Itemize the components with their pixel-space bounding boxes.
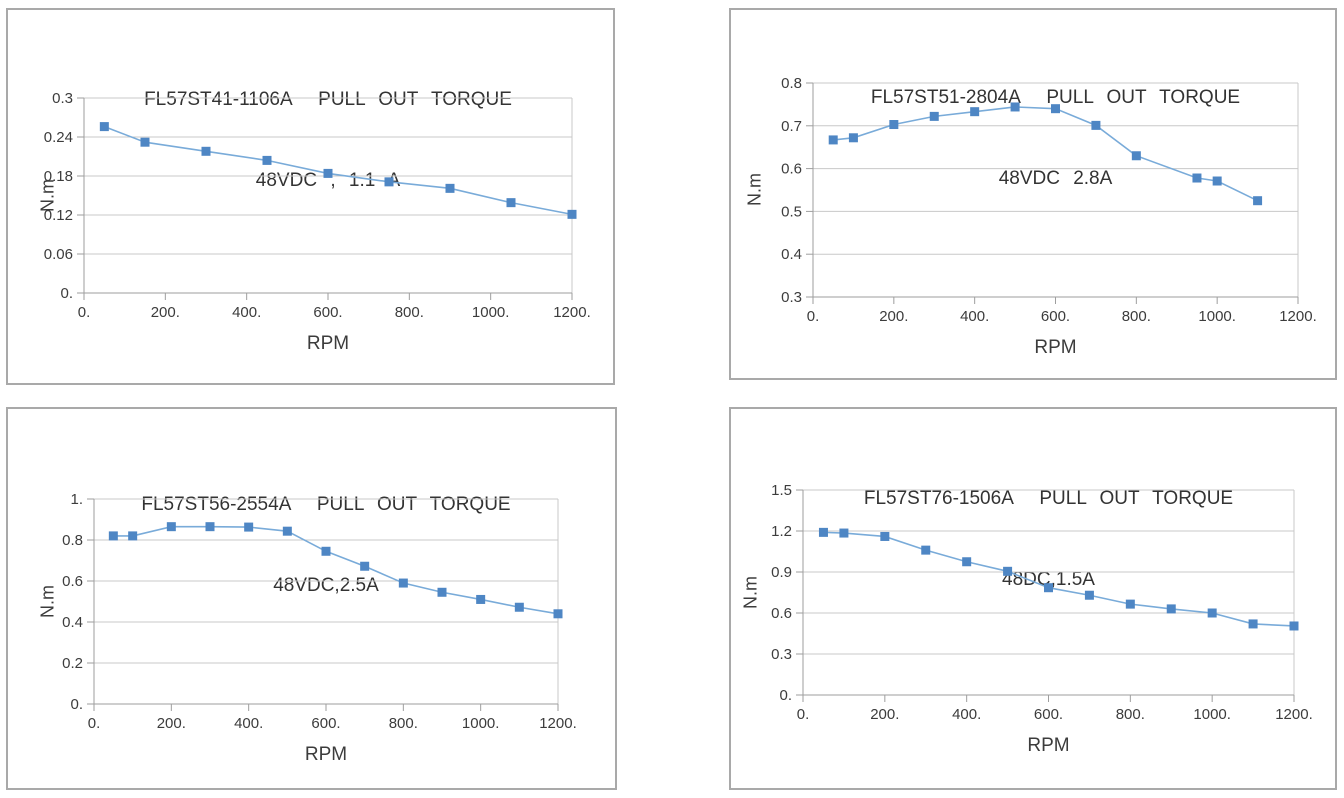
- svg-text:0.8: 0.8: [781, 75, 802, 92]
- chart-title-line2: 48DC,1.5A: [1002, 569, 1095, 590]
- svg-text:0.: 0.: [78, 304, 91, 321]
- svg-text:1200.: 1200.: [1279, 308, 1317, 325]
- svg-text:1.: 1.: [70, 491, 83, 508]
- svg-text:1000.: 1000.: [472, 304, 510, 321]
- svg-text:0.: 0.: [70, 696, 83, 713]
- svg-text:0.: 0.: [807, 308, 820, 325]
- svg-text:200.: 200.: [157, 715, 186, 732]
- svg-text:200.: 200.: [870, 706, 899, 723]
- svg-text:0.: 0.: [60, 285, 73, 302]
- svg-text:200.: 200.: [151, 304, 180, 321]
- svg-text:1000.: 1000.: [1193, 706, 1231, 723]
- chart-panel-torque-fl57st41: FL57ST41-1106A PULL OUT TORQUE 48VDC , 1…: [6, 8, 615, 385]
- svg-text:0.24: 0.24: [44, 129, 73, 146]
- chart-panel-torque-fl57st76: FL57ST76-1506A PULL OUT TORQUE 48DC,1.5A…: [729, 407, 1337, 790]
- svg-text:0.18: 0.18: [44, 168, 73, 185]
- svg-text:1000.: 1000.: [1198, 308, 1236, 325]
- x-axis-label: RPM: [1034, 337, 1077, 358]
- svg-text:0.4: 0.4: [781, 246, 802, 263]
- chart-panel-torque-fl57st56: FL57ST56-2554A PULL OUT TORQUE 48VDC,2.5…: [6, 407, 617, 790]
- svg-text:800.: 800.: [1116, 706, 1145, 723]
- svg-text:0.3: 0.3: [771, 646, 792, 663]
- chart-title: FL57ST41-1106A PULL OUT TORQUE 48VDC , 1…: [84, 32, 572, 248]
- svg-text:0.9: 0.9: [771, 564, 792, 581]
- chart-plot: 1.5 1.2 0.9 0.6 0.3 0. 0. 200. 400. 600. 800. 1000.…: [771, 482, 1313, 723]
- chart-plot: 0.3 0.24 0.18 0.12 0.06 0. 0. 200. 400. 600. 800. 1…: [44, 90, 591, 321]
- chart-title: FL57ST51-2804A PULL OUT TORQUE 48VDC 2.8…: [813, 30, 1298, 246]
- svg-text:800.: 800.: [395, 304, 424, 321]
- svg-text:0.: 0.: [779, 687, 792, 704]
- svg-text:600.: 600.: [311, 715, 340, 732]
- chart-title-line2: 48VDC,2.5A: [273, 575, 379, 596]
- svg-text:1.5: 1.5: [771, 482, 792, 499]
- chart-plot: 1. 0.8 0.6 0.4 0.2 0. 0. 200. 400. 600. 800. 1000. 1…: [62, 491, 577, 732]
- svg-text:1200.: 1200.: [539, 715, 577, 732]
- svg-text:0.3: 0.3: [781, 289, 802, 306]
- svg-text:0.2: 0.2: [62, 655, 83, 672]
- svg-text:1.2: 1.2: [771, 523, 792, 540]
- svg-text:400.: 400.: [960, 308, 989, 325]
- chart-title-line1: FL57ST51-2804A PULL OUT TORQUE: [870, 87, 1241, 108]
- x-axis-label: RPM: [304, 744, 348, 765]
- svg-text:0.6: 0.6: [771, 605, 792, 622]
- svg-text:600.: 600.: [1034, 706, 1063, 723]
- svg-text:0.6: 0.6: [781, 161, 802, 178]
- svg-text:0.: 0.: [88, 715, 101, 732]
- chart-plot: 0.8 0.7 0.6 0.5 0.4 0.3 0. 200. 400. 600. 800. 1000…: [781, 75, 1317, 325]
- chart-title-line2: 48VDC 2.8A: [998, 168, 1113, 189]
- svg-text:1200.: 1200.: [553, 304, 591, 321]
- svg-text:1200.: 1200.: [1275, 706, 1313, 723]
- svg-text:0.06: 0.06: [44, 246, 73, 263]
- svg-text:0.: 0.: [797, 706, 810, 723]
- chart-title-line1: FL57ST76-1506A PULL OUT TORQUE: [863, 488, 1234, 509]
- svg-text:600.: 600.: [313, 304, 342, 321]
- svg-text:0.12: 0.12: [44, 207, 73, 224]
- svg-text:400.: 400.: [232, 304, 261, 321]
- svg-text:0.8: 0.8: [62, 532, 83, 549]
- svg-text:800.: 800.: [1122, 308, 1151, 325]
- chart-panel-torque-fl57st51: FL57ST51-2804A PULL OUT TORQUE 48VDC 2.8…: [729, 8, 1337, 380]
- svg-text:800.: 800.: [389, 715, 418, 732]
- svg-text:200.: 200.: [879, 308, 908, 325]
- svg-text:0.5: 0.5: [781, 203, 802, 220]
- chart-title: FL57ST76-1506A PULL OUT TORQUE 48DC,1.5A: [803, 431, 1294, 647]
- x-axis-label: RPM: [1027, 735, 1070, 756]
- svg-text:0.6: 0.6: [62, 573, 83, 590]
- svg-text:1000.: 1000.: [462, 715, 500, 732]
- svg-text:0.3: 0.3: [52, 90, 73, 107]
- svg-text:0.7: 0.7: [781, 118, 802, 135]
- svg-text:400.: 400.: [952, 706, 981, 723]
- x-axis-label: RPM: [306, 333, 350, 354]
- svg-text:600.: 600.: [1041, 308, 1070, 325]
- svg-text:0.4: 0.4: [62, 614, 83, 631]
- chart-title-line1: FL57ST41-1106A PULL OUT TORQUE: [144, 89, 512, 110]
- svg-text:400.: 400.: [234, 715, 263, 732]
